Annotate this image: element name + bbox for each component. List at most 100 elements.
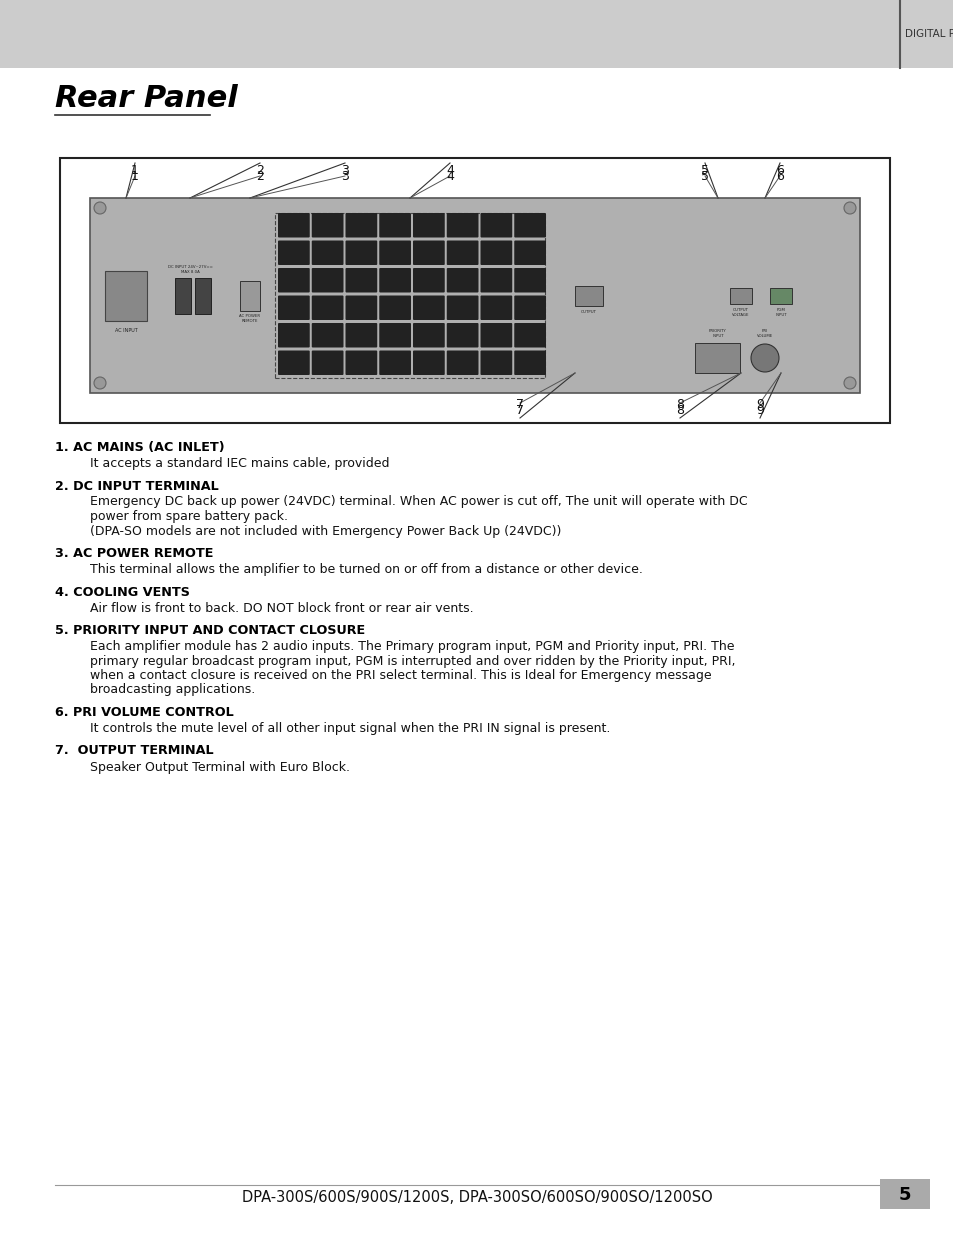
Text: 7: 7 xyxy=(516,398,523,411)
Bar xyxy=(575,287,602,306)
Text: 5. PRIORITY INPUT AND CONTACT CLOSURE: 5. PRIORITY INPUT AND CONTACT CLOSURE xyxy=(55,624,365,637)
FancyBboxPatch shape xyxy=(514,324,545,347)
FancyBboxPatch shape xyxy=(312,295,343,320)
Text: Emergency DC back up power (24VDC) terminal. When AC power is cut off, The unit : Emergency DC back up power (24VDC) termi… xyxy=(90,495,747,509)
Text: 5: 5 xyxy=(898,1186,910,1204)
Text: OUTPUT
VOLTAGE: OUTPUT VOLTAGE xyxy=(732,308,749,316)
FancyBboxPatch shape xyxy=(312,324,343,347)
Text: Air flow is front to back. DO NOT block front or rear air vents.: Air flow is front to back. DO NOT block … xyxy=(90,601,473,615)
FancyBboxPatch shape xyxy=(345,324,376,347)
FancyBboxPatch shape xyxy=(379,212,411,237)
FancyBboxPatch shape xyxy=(514,351,545,375)
FancyBboxPatch shape xyxy=(480,268,512,293)
Text: 4. COOLING VENTS: 4. COOLING VENTS xyxy=(55,585,190,599)
FancyBboxPatch shape xyxy=(446,268,478,293)
Circle shape xyxy=(94,203,106,214)
FancyBboxPatch shape xyxy=(345,351,376,375)
Text: DIGITAL POWER AMPLIFIER: DIGITAL POWER AMPLIFIER xyxy=(904,28,953,40)
Bar xyxy=(240,282,260,311)
Text: 3: 3 xyxy=(341,170,349,183)
FancyBboxPatch shape xyxy=(514,295,545,320)
Text: Rear Panel: Rear Panel xyxy=(55,84,237,112)
FancyBboxPatch shape xyxy=(480,324,512,347)
Bar xyxy=(879,1179,929,1209)
Text: 5: 5 xyxy=(700,170,708,183)
Text: 7: 7 xyxy=(516,404,523,416)
Text: 1: 1 xyxy=(131,164,139,178)
FancyBboxPatch shape xyxy=(379,351,411,375)
Text: It controls the mute level of all other input signal when the PRI IN signal is p: It controls the mute level of all other … xyxy=(90,722,610,735)
FancyBboxPatch shape xyxy=(514,212,545,237)
Text: 1. AC MAINS (AC INLET): 1. AC MAINS (AC INLET) xyxy=(55,441,224,454)
FancyBboxPatch shape xyxy=(480,212,512,237)
FancyBboxPatch shape xyxy=(480,241,512,266)
Bar xyxy=(194,278,211,314)
FancyBboxPatch shape xyxy=(277,268,310,293)
Bar xyxy=(0,0,953,68)
Circle shape xyxy=(843,203,855,214)
Text: PRI
VOLUME: PRI VOLUME xyxy=(756,330,772,338)
FancyBboxPatch shape xyxy=(379,268,411,293)
Circle shape xyxy=(843,377,855,389)
FancyBboxPatch shape xyxy=(312,351,343,375)
FancyBboxPatch shape xyxy=(446,351,478,375)
FancyBboxPatch shape xyxy=(277,324,310,347)
Text: 5: 5 xyxy=(700,164,708,178)
Text: 8: 8 xyxy=(676,398,683,411)
FancyBboxPatch shape xyxy=(480,351,512,375)
FancyBboxPatch shape xyxy=(413,212,444,237)
Text: 4: 4 xyxy=(446,164,454,178)
FancyBboxPatch shape xyxy=(514,268,545,293)
Circle shape xyxy=(750,345,779,372)
FancyBboxPatch shape xyxy=(379,295,411,320)
Text: AC INPUT: AC INPUT xyxy=(114,329,137,333)
Bar xyxy=(695,343,740,373)
Text: Each amplifier module has 2 audio inputs. The Primary program input, PGM and Pri: Each amplifier module has 2 audio inputs… xyxy=(90,640,734,653)
FancyBboxPatch shape xyxy=(345,268,376,293)
FancyBboxPatch shape xyxy=(514,241,545,266)
FancyBboxPatch shape xyxy=(413,241,444,266)
Text: 6: 6 xyxy=(775,164,783,178)
FancyBboxPatch shape xyxy=(277,212,310,237)
FancyBboxPatch shape xyxy=(277,295,310,320)
Text: 7.  OUTPUT TERMINAL: 7. OUTPUT TERMINAL xyxy=(55,745,213,757)
FancyBboxPatch shape xyxy=(480,295,512,320)
Text: AC POWER
REMOTE: AC POWER REMOTE xyxy=(239,314,260,322)
FancyBboxPatch shape xyxy=(446,324,478,347)
Text: This terminal allows the amplifier to be turned on or off from a distance or oth: This terminal allows the amplifier to be… xyxy=(90,563,642,576)
Bar xyxy=(274,212,544,378)
Bar xyxy=(174,278,191,314)
Text: 1: 1 xyxy=(131,170,139,183)
FancyBboxPatch shape xyxy=(413,351,444,375)
FancyBboxPatch shape xyxy=(446,295,478,320)
Text: 9: 9 xyxy=(756,398,763,411)
FancyBboxPatch shape xyxy=(345,295,376,320)
Bar xyxy=(769,288,791,304)
FancyBboxPatch shape xyxy=(277,351,310,375)
FancyBboxPatch shape xyxy=(413,324,444,347)
FancyBboxPatch shape xyxy=(312,212,343,237)
Text: when a contact closure is received on the PRI select terminal. This is Ideal for: when a contact closure is received on th… xyxy=(90,669,711,682)
Bar xyxy=(60,158,889,424)
Text: DPA-300S/600S/900S/1200S, DPA-300SO/600SO/900SO/1200SO: DPA-300S/600S/900S/1200S, DPA-300SO/600S… xyxy=(241,1189,712,1204)
Text: Speaker Output Terminal with Euro Block.: Speaker Output Terminal with Euro Block. xyxy=(90,761,350,773)
FancyBboxPatch shape xyxy=(413,295,444,320)
Text: 3. AC POWER REMOTE: 3. AC POWER REMOTE xyxy=(55,547,213,559)
Bar xyxy=(729,288,751,304)
Text: 3: 3 xyxy=(341,164,349,178)
Text: 2: 2 xyxy=(255,164,264,178)
FancyBboxPatch shape xyxy=(312,268,343,293)
Text: 6. PRI VOLUME CONTROL: 6. PRI VOLUME CONTROL xyxy=(55,706,233,719)
Text: 4: 4 xyxy=(446,170,454,183)
Text: OUTPUT: OUTPUT xyxy=(580,310,597,314)
Text: 6: 6 xyxy=(775,170,783,183)
Text: PRIORITY
INPUT: PRIORITY INPUT xyxy=(708,330,726,338)
Text: PGM
INPUT: PGM INPUT xyxy=(775,308,786,316)
Text: 2. DC INPUT TERMINAL: 2. DC INPUT TERMINAL xyxy=(55,479,218,493)
Text: DC INPUT 24V~27V==
MAX 8.0A: DC INPUT 24V~27V== MAX 8.0A xyxy=(168,266,213,274)
Text: 9: 9 xyxy=(756,404,763,416)
Text: broadcasting applications.: broadcasting applications. xyxy=(90,683,255,697)
Text: It accepts a standard IEC mains cable, provided: It accepts a standard IEC mains cable, p… xyxy=(90,457,389,471)
FancyBboxPatch shape xyxy=(379,324,411,347)
FancyBboxPatch shape xyxy=(345,241,376,266)
